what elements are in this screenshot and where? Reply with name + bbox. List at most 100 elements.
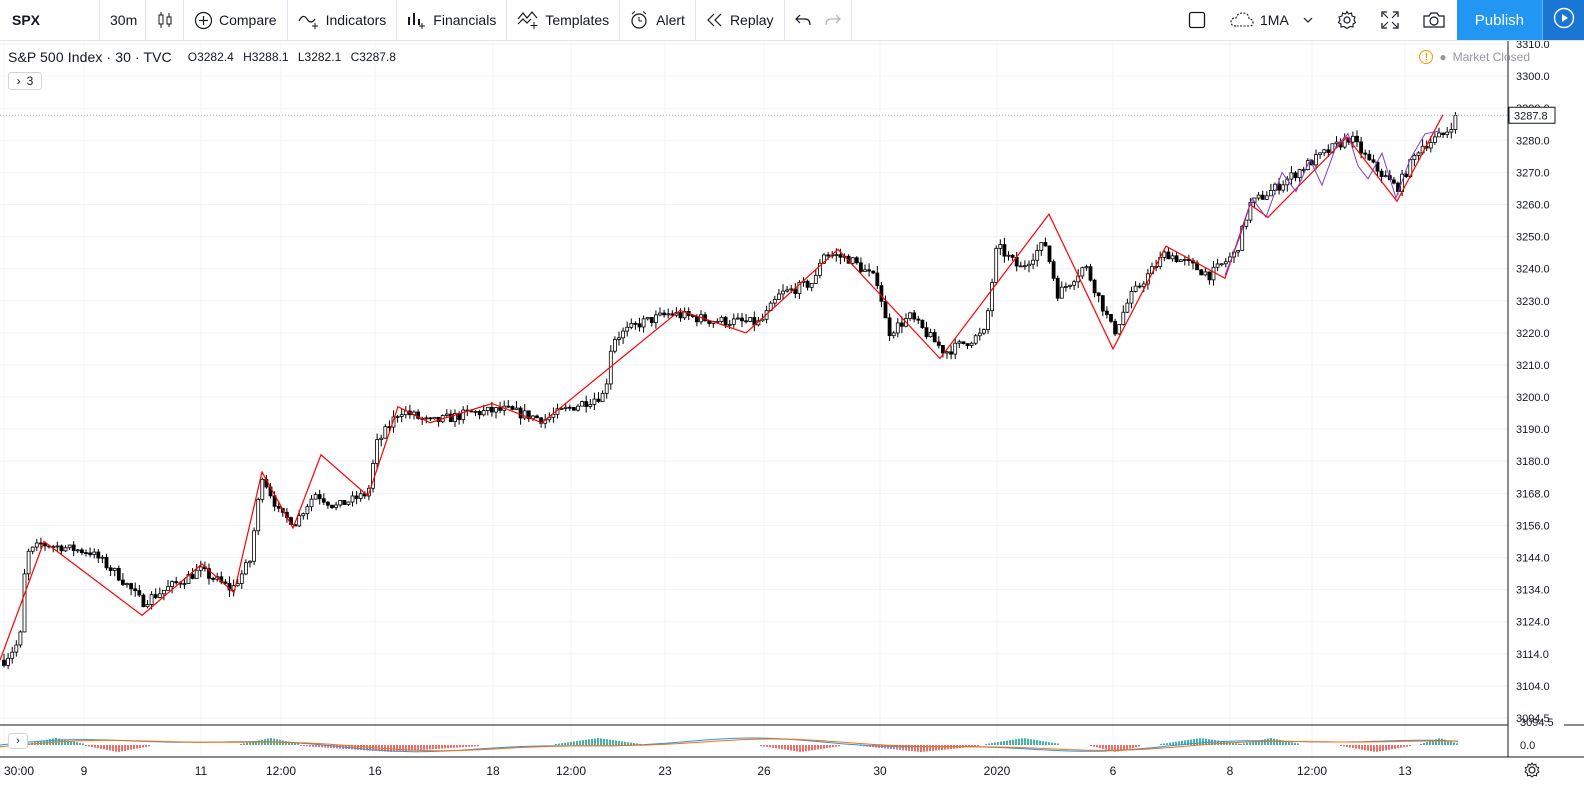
alert-button[interactable]: Alert xyxy=(620,0,696,40)
candle-body xyxy=(526,410,531,420)
histogram-bar xyxy=(366,745,368,751)
histogram-bar xyxy=(621,741,623,745)
financials-button[interactable]: Financials xyxy=(397,0,508,40)
symbol-search-button[interactable]: SPX xyxy=(0,0,100,40)
candle-body xyxy=(133,588,138,591)
candle-body xyxy=(588,404,593,407)
candle-body xyxy=(1318,152,1322,156)
fullscreen-button[interactable] xyxy=(1369,0,1411,40)
symbol-title[interactable]: S&P 500 Index · 30 · TVC xyxy=(8,49,172,65)
undo-button[interactable] xyxy=(785,0,819,40)
chart-type-button[interactable] xyxy=(146,0,184,40)
candle-body xyxy=(1404,173,1409,177)
histogram-bar xyxy=(139,745,141,749)
candle-body xyxy=(174,581,179,584)
candle-body xyxy=(1059,286,1064,299)
histogram-bar xyxy=(1238,743,1240,745)
candle-body xyxy=(383,426,388,439)
templates-button[interactable]: Templates xyxy=(507,0,621,40)
candle-body xyxy=(781,290,785,295)
histogram-bar xyxy=(896,745,898,750)
histogram-bar xyxy=(82,743,84,745)
candle-body xyxy=(59,545,64,552)
histogram-bar xyxy=(288,741,290,745)
candle-body xyxy=(1006,254,1011,257)
replay-button[interactable]: Replay xyxy=(696,0,785,40)
replay-play-button[interactable] xyxy=(1542,0,1584,40)
histogram-bar xyxy=(1432,740,1434,745)
histogram-bar xyxy=(1441,738,1443,745)
market-status-label: Market Closed xyxy=(1452,50,1530,64)
histogram-bar xyxy=(450,745,452,748)
histogram-bar xyxy=(991,743,993,745)
histogram-bar xyxy=(1199,738,1201,745)
histogram-bar xyxy=(100,745,102,749)
publish-button[interactable]: Publish xyxy=(1456,0,1542,40)
time-tick-label: 8 xyxy=(1227,764,1234,778)
histogram-bar xyxy=(576,741,578,745)
chevron-right-icon: › xyxy=(16,735,20,747)
candle-body xyxy=(789,288,794,291)
histogram-bar xyxy=(558,743,560,745)
time-axis[interactable]: 30:00 9 11 12:00 16 18 12:00 23 26 30 2020 6 8 12:00 1… xyxy=(0,756,1584,778)
candle-body xyxy=(822,254,826,264)
candle-body xyxy=(924,327,929,338)
candle-body xyxy=(477,411,482,416)
histogram-bar xyxy=(1051,742,1053,745)
candle-body xyxy=(186,574,191,584)
macd-indicator-pane[interactable] xyxy=(0,724,1584,753)
candle-body xyxy=(30,546,35,552)
histogram-bar xyxy=(1175,741,1177,745)
histogram-bar xyxy=(630,742,632,745)
snapshot-button[interactable] xyxy=(1411,0,1457,40)
candle-body xyxy=(1113,320,1117,335)
candle-body xyxy=(703,314,707,322)
histogram-bar xyxy=(811,745,813,751)
indicator-list-toggle[interactable]: › 3 xyxy=(8,72,42,90)
candle-body xyxy=(621,330,625,339)
interval-button[interactable]: 30m xyxy=(100,0,146,40)
gear-icon xyxy=(1337,10,1357,30)
time-tick-label: 9 xyxy=(81,764,88,778)
candle-body xyxy=(1244,219,1249,227)
candle-body xyxy=(494,407,498,413)
candle-body xyxy=(662,312,666,316)
indicators-label: Indicators xyxy=(325,12,387,28)
indicator-pane-toggle[interactable]: › xyxy=(8,733,28,749)
histogram-bar xyxy=(327,745,329,748)
histogram-bar xyxy=(453,745,455,748)
price-chart[interactable]: 3310.03300.03290.03280.03270.03260.03250… xyxy=(0,41,1584,804)
histogram-bar xyxy=(1340,745,1342,746)
candle-body xyxy=(14,644,19,653)
candle-body xyxy=(461,409,466,420)
fullscreen-square-button[interactable] xyxy=(1176,0,1218,40)
candle-body xyxy=(330,504,334,508)
price-tick-label: 3240.0 xyxy=(1516,264,1550,276)
histogram-bar xyxy=(1160,744,1162,745)
candle-body xyxy=(141,594,146,608)
histogram-bar xyxy=(1426,742,1428,745)
histogram-bar xyxy=(312,745,314,747)
candle-body xyxy=(826,254,830,257)
indicators-button[interactable]: Indicators xyxy=(288,0,398,40)
candle-body xyxy=(1314,154,1318,166)
candle-body xyxy=(321,498,326,503)
histogram-bar xyxy=(1163,743,1165,745)
histogram-bar xyxy=(790,745,792,751)
histogram-bar xyxy=(55,738,57,745)
redo-button[interactable] xyxy=(819,0,852,40)
time-tick-label: 11 xyxy=(195,764,208,778)
candle-body xyxy=(912,312,917,320)
layout-button[interactable]: 1MA xyxy=(1218,0,1325,40)
chart-legend: S&P 500 Index · 30 · TVC O3282.4 H3288.1… xyxy=(8,49,402,65)
price-tick-label: 3190.0 xyxy=(1516,424,1550,436)
compare-button[interactable]: Compare xyxy=(184,0,288,40)
price-axis[interactable]: 3310.03300.03290.03280.03270.03260.03250… xyxy=(1507,41,1564,757)
candle-body xyxy=(63,547,68,552)
histogram-bar xyxy=(426,745,428,750)
candle-body xyxy=(100,556,105,559)
candle-body xyxy=(88,552,92,555)
settings-button[interactable] xyxy=(1325,0,1369,40)
market-status[interactable]: ! ● Market Closed xyxy=(1419,50,1530,64)
candle-body xyxy=(34,542,39,548)
